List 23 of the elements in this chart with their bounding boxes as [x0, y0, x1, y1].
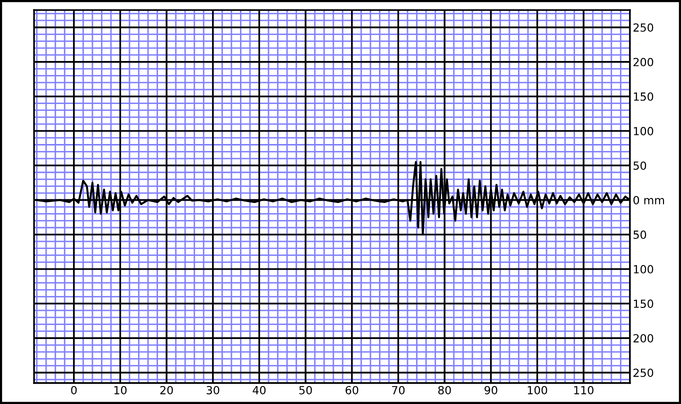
x-tick-label: 40 — [252, 386, 266, 394]
x-tick-label: 100 — [528, 386, 548, 394]
x-tick-label: 50 — [299, 386, 312, 394]
x-tick-label: 80 — [438, 386, 451, 394]
y-tick-label: 50 — [634, 230, 646, 239]
y-tick-label: 250 — [634, 23, 654, 32]
y-tick-label: 100 — [634, 126, 654, 136]
y-tick-label: 150 — [634, 300, 654, 308]
y-tick-label: 250 — [634, 368, 654, 378]
y-tick-label: 100 — [634, 265, 654, 274]
x-tick-label: 110 — [574, 386, 594, 394]
x-tick-label: 10 — [114, 386, 127, 394]
y-tick-label: 200 — [634, 334, 654, 342]
y-tick-label: 200 — [634, 58, 654, 66]
x-tick-label: 0 — [71, 386, 77, 394]
y-tick-label: 50 — [634, 161, 646, 170]
x-tick-label: 60 — [346, 386, 358, 394]
x-tick-label: 30 — [206, 386, 220, 394]
x-tick-label: 70 — [392, 386, 405, 394]
x-tick-label: 90 — [484, 386, 498, 394]
y-tick-label: 0 mm — [633, 196, 664, 204]
y-tick-label: 150 — [634, 92, 654, 101]
x-tick-label: 20 — [160, 386, 173, 394]
